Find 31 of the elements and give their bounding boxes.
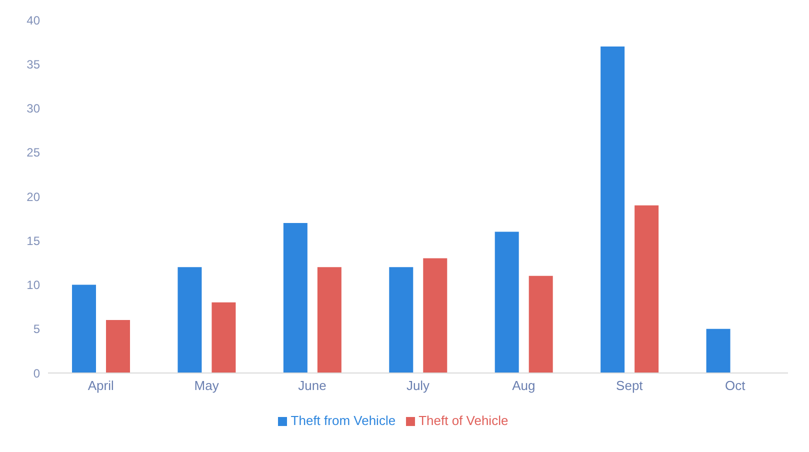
bar bbox=[423, 258, 448, 373]
x-tick-label: May bbox=[194, 378, 220, 394]
bar bbox=[317, 267, 342, 373]
x-tick-label: April bbox=[88, 378, 114, 394]
x-tick-label: June bbox=[298, 378, 326, 394]
bar bbox=[634, 205, 659, 373]
y-tick-label: 5 bbox=[33, 322, 40, 336]
bar bbox=[72, 284, 96, 373]
x-tick-label: July bbox=[406, 378, 430, 394]
x-tick-label: Sept bbox=[616, 378, 644, 394]
x-tick-label: Aug bbox=[512, 378, 536, 394]
bar bbox=[706, 328, 730, 373]
y-tick-label: 25 bbox=[26, 146, 40, 160]
bar bbox=[106, 320, 130, 373]
y-tick-label: 35 bbox=[26, 57, 40, 72]
x-tick-label: Oct bbox=[725, 378, 746, 394]
bar bbox=[178, 267, 202, 373]
y-tick-label: 20 bbox=[26, 190, 40, 204]
y-tick-label: 0 bbox=[33, 366, 40, 380]
legend-label: Theft of Vehicle bbox=[418, 413, 508, 428]
y-tick-label: 30 bbox=[26, 102, 40, 116]
bar bbox=[283, 222, 308, 373]
legend-label: Theft from Vehicle bbox=[290, 413, 396, 428]
bar bbox=[600, 46, 625, 373]
y-tick-label: 10 bbox=[26, 278, 40, 292]
y-tick-label: 40 bbox=[26, 13, 40, 28]
bar bbox=[212, 302, 236, 373]
bar bbox=[389, 267, 414, 373]
y-tick-label: 15 bbox=[26, 234, 40, 248]
bar bbox=[494, 232, 519, 373]
bar bbox=[528, 276, 553, 373]
